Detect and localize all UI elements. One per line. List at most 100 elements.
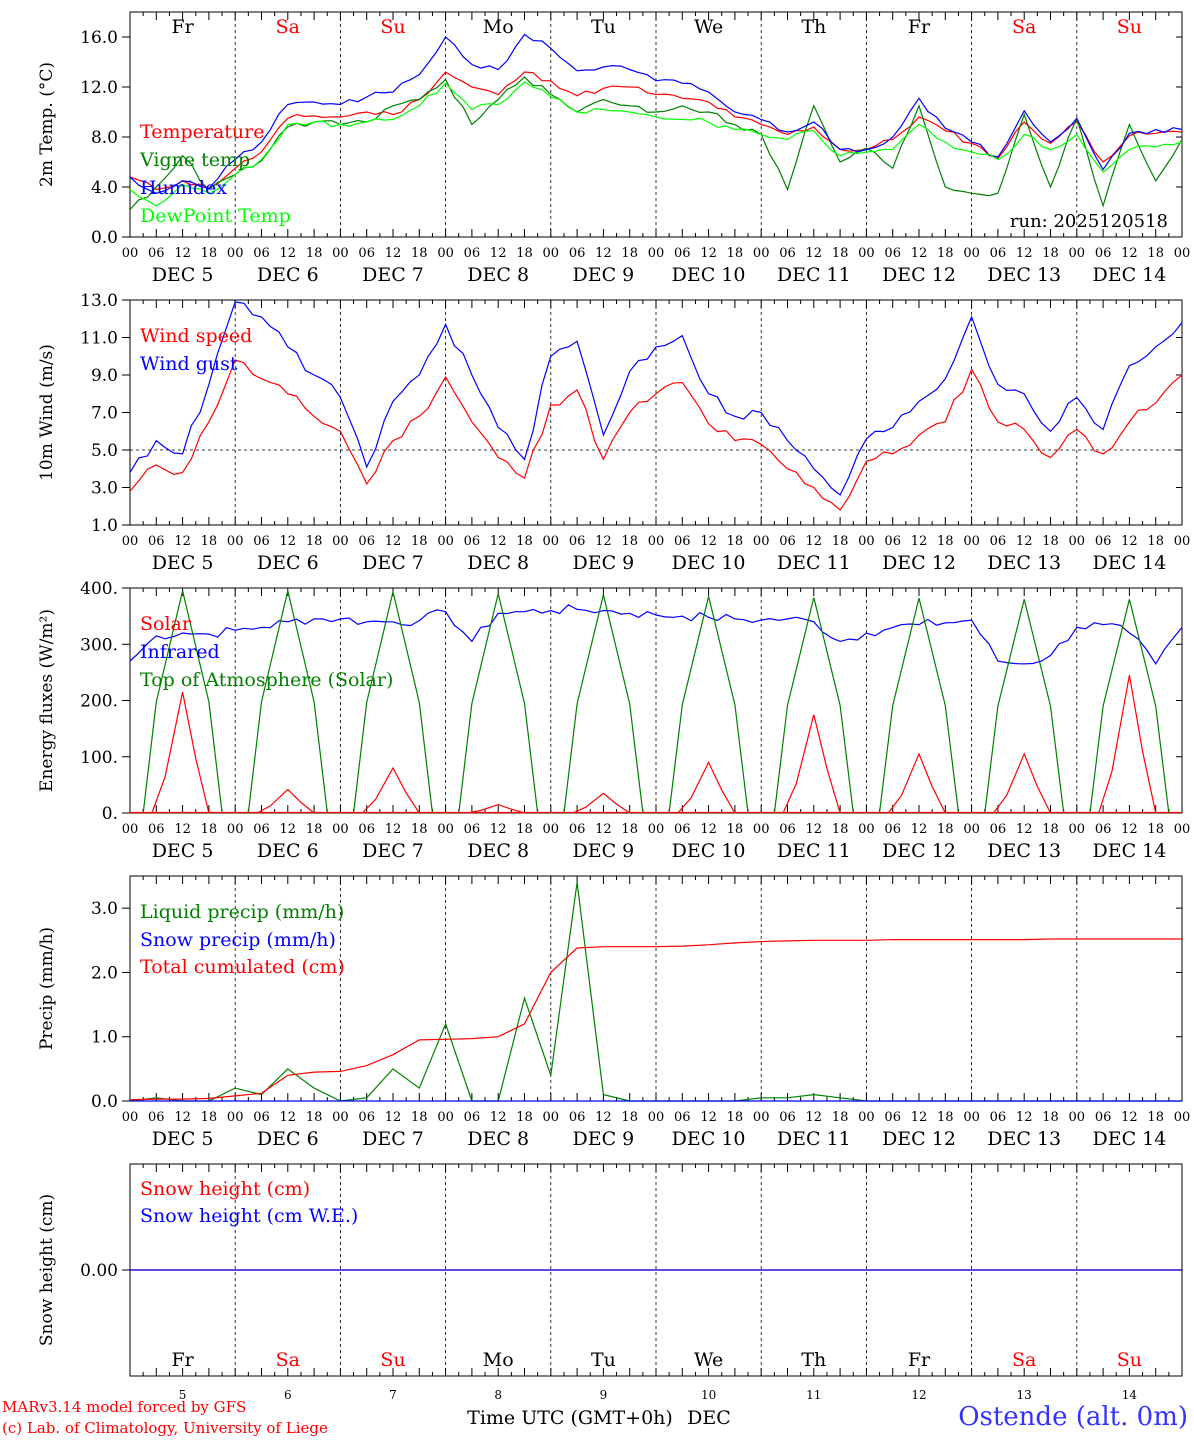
x-hour-label: 12 bbox=[280, 1110, 297, 1125]
legend-entry: Total cumulated (cm) bbox=[140, 956, 345, 978]
x-hour-label: 06 bbox=[148, 1110, 165, 1125]
x-hour-label: 12 bbox=[1016, 246, 1033, 261]
x-day-label: DEC 11 bbox=[777, 552, 851, 574]
x-day-label: DEC 13 bbox=[987, 264, 1061, 286]
x-hour-label: 06 bbox=[253, 1110, 270, 1125]
day-number-label: 13 bbox=[1017, 1388, 1032, 1402]
y-tick-label: 9.0 bbox=[91, 366, 118, 386]
x-hour-label: 00 bbox=[543, 534, 560, 549]
x-day-label: DEC 13 bbox=[987, 840, 1061, 862]
x-day-label: DEC 5 bbox=[152, 264, 214, 286]
weekday-label-bottom: Tu bbox=[591, 1349, 616, 1371]
x-day-label: DEC 13 bbox=[987, 1128, 1061, 1150]
x-hour-label: 00 bbox=[227, 822, 244, 837]
x-hour-label: 18 bbox=[621, 534, 638, 549]
x-day-label: DEC 12 bbox=[882, 1128, 956, 1150]
legend-entry: Vigne temp bbox=[139, 149, 250, 171]
y-tick-label: 13.0 bbox=[80, 291, 118, 311]
x-hour-label: 12 bbox=[911, 534, 928, 549]
x-day-label: DEC 6 bbox=[257, 264, 319, 286]
x-hour-label: 00 bbox=[227, 246, 244, 261]
series-line-vigne-temp bbox=[129, 76, 1183, 210]
x-hour-label: 12 bbox=[174, 246, 191, 261]
series-line-solar bbox=[361, 766, 420, 814]
x-hour-label: 06 bbox=[569, 822, 586, 837]
weekday-label-bottom: Su bbox=[1117, 1349, 1142, 1371]
day-number-label: 5 bbox=[179, 1388, 187, 1402]
x-day-label: DEC 14 bbox=[1092, 1128, 1166, 1150]
x-hour-label: 12 bbox=[700, 246, 717, 261]
y-tick-label: 1.0 bbox=[91, 1028, 118, 1048]
x-day-label: DEC 12 bbox=[882, 264, 956, 286]
x-hour-label: 00 bbox=[332, 246, 349, 261]
x-day-label: DEC 9 bbox=[573, 840, 635, 862]
x-hour-label: 06 bbox=[148, 534, 165, 549]
x-hour-label: 06 bbox=[1095, 1110, 1112, 1125]
x-hour-label: 00 bbox=[648, 534, 665, 549]
x-hour-label: 06 bbox=[1095, 822, 1112, 837]
x-hour-label: 00 bbox=[648, 246, 665, 261]
x-hour-label: 12 bbox=[595, 246, 612, 261]
series-line-infrared bbox=[129, 604, 1183, 666]
legend-entry: Wind gust bbox=[140, 353, 238, 375]
x-hour-label: 06 bbox=[884, 822, 901, 837]
x-hour-label: 18 bbox=[201, 246, 218, 261]
weekday-label-bottom: Th bbox=[801, 1349, 826, 1371]
x-hour-label: 12 bbox=[595, 534, 612, 549]
legend-entry: Humidex bbox=[140, 177, 227, 199]
x-hour-label: 06 bbox=[464, 822, 481, 837]
series-line-toa-solar bbox=[563, 594, 644, 814]
day-number-label: 9 bbox=[600, 1388, 608, 1402]
station-title: Ostende (alt. 0m) bbox=[958, 1402, 1188, 1432]
y-axis-label: Energy fluxes (W/m²) bbox=[37, 609, 57, 792]
x-hour-label: 18 bbox=[832, 1110, 849, 1125]
legend-entry: Liquid precip (mm/h) bbox=[140, 901, 344, 923]
x-hour-label: 12 bbox=[1016, 1110, 1033, 1125]
weekday-label-top: Fr bbox=[908, 16, 931, 38]
y-tick-label: 7.0 bbox=[91, 404, 118, 424]
x-day-label: DEC 8 bbox=[467, 1128, 529, 1150]
x-hour-label: 06 bbox=[464, 1110, 481, 1125]
x-hour-label: 18 bbox=[832, 534, 849, 549]
x-hour-label: 12 bbox=[911, 246, 928, 261]
x-hour-label: 06 bbox=[884, 246, 901, 261]
y-tick-label: 4.0 bbox=[91, 178, 118, 198]
legend-entry: DewPoint Temp bbox=[140, 205, 291, 227]
x-hour-label: 00 bbox=[437, 534, 454, 549]
x-hour-label: 00 bbox=[1174, 1110, 1191, 1125]
y-axis-label: 10m Wind (m/s) bbox=[37, 344, 57, 481]
y-axis-label: Snow height (cm) bbox=[37, 1194, 57, 1346]
run-label: run: 2025120518 bbox=[1010, 211, 1168, 232]
x-hour-label: 00 bbox=[122, 246, 139, 261]
y-tick-label: 100. bbox=[80, 748, 118, 768]
x-hour-label: 12 bbox=[700, 822, 717, 837]
y-tick-label: 8.0 bbox=[91, 128, 118, 148]
day-number-label: 10 bbox=[701, 1388, 716, 1402]
x-hour-label: 18 bbox=[306, 534, 323, 549]
copyright-credit: (c) Lab. of Climatology, University of L… bbox=[2, 1419, 328, 1437]
x-hour-label: 00 bbox=[1069, 534, 1086, 549]
x-hour-label: 06 bbox=[358, 1110, 375, 1125]
x-hour-label: 18 bbox=[201, 822, 218, 837]
weekday-label-bottom: Fr bbox=[171, 1349, 194, 1371]
x-hour-label: 18 bbox=[306, 1110, 323, 1125]
weekday-label-bottom: Sa bbox=[276, 1349, 300, 1371]
x-hour-label: 12 bbox=[174, 534, 191, 549]
x-hour-label: 00 bbox=[1069, 822, 1086, 837]
x-hour-label: 18 bbox=[621, 246, 638, 261]
x-day-label: DEC 5 bbox=[152, 552, 214, 574]
x-day-label: DEC 6 bbox=[257, 840, 319, 862]
x-day-label: DEC 10 bbox=[672, 840, 746, 862]
x-hour-label: 00 bbox=[858, 246, 875, 261]
series-line-solar bbox=[1098, 675, 1157, 814]
x-hour-label: 06 bbox=[148, 246, 165, 261]
x-hour-label: 18 bbox=[411, 246, 428, 261]
x-hour-label: 06 bbox=[1095, 246, 1112, 261]
y-tick-label: 11.0 bbox=[80, 329, 118, 349]
x-hour-label: 06 bbox=[569, 246, 586, 261]
x-day-label: DEC 5 bbox=[152, 840, 214, 862]
x-hour-label: 12 bbox=[490, 1110, 507, 1125]
x-day-label: DEC 8 bbox=[467, 552, 529, 574]
weekday-label-top: Mo bbox=[483, 16, 514, 38]
panel-4: 0.0 1.0 2.0 3.0 Precip (mm/h) Liquid precip (… bbox=[37, 875, 1191, 1150]
